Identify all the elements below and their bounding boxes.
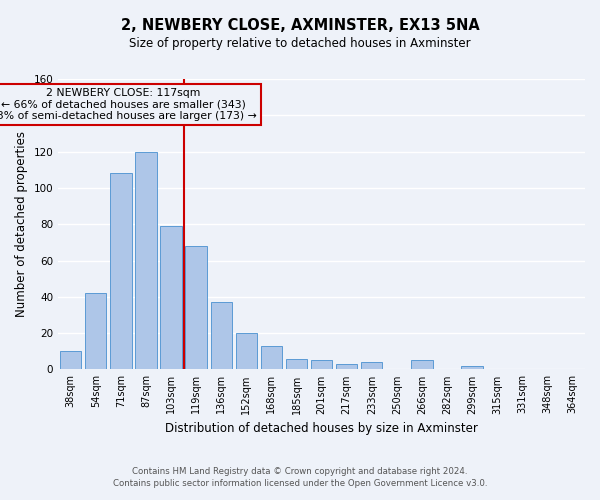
- Bar: [236, 333, 257, 370]
- X-axis label: Distribution of detached houses by size in Axminster: Distribution of detached houses by size …: [165, 422, 478, 435]
- Bar: [461, 366, 483, 370]
- Bar: [261, 346, 282, 370]
- Bar: [411, 360, 433, 370]
- Bar: [60, 352, 82, 370]
- Text: Size of property relative to detached houses in Axminster: Size of property relative to detached ho…: [129, 38, 471, 51]
- Bar: [336, 364, 358, 370]
- Bar: [136, 152, 157, 370]
- Bar: [361, 362, 382, 370]
- Bar: [160, 226, 182, 370]
- Bar: [85, 293, 106, 370]
- Bar: [311, 360, 332, 370]
- Bar: [110, 174, 131, 370]
- Y-axis label: Number of detached properties: Number of detached properties: [15, 131, 28, 317]
- Bar: [286, 358, 307, 370]
- Text: Contains HM Land Registry data © Crown copyright and database right 2024.
Contai: Contains HM Land Registry data © Crown c…: [113, 466, 487, 487]
- Bar: [211, 302, 232, 370]
- Text: 2, NEWBERY CLOSE, AXMINSTER, EX13 5NA: 2, NEWBERY CLOSE, AXMINSTER, EX13 5NA: [121, 18, 479, 32]
- Bar: [185, 246, 207, 370]
- Text: 2 NEWBERY CLOSE: 117sqm
← 66% of detached houses are smaller (343)
33% of semi-d: 2 NEWBERY CLOSE: 117sqm ← 66% of detache…: [0, 88, 257, 122]
